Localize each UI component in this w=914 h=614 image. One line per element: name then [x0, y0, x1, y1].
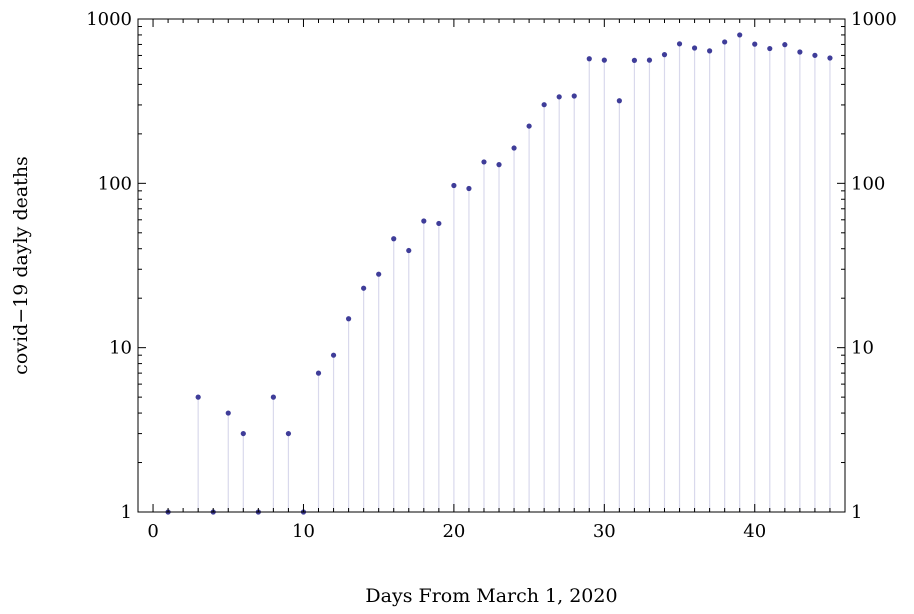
- data-point: [330, 352, 337, 358]
- data-point: [616, 98, 622, 104]
- data-point: [285, 430, 292, 437]
- x-tick-label: 20: [442, 521, 465, 542]
- data-point: [631, 57, 638, 63]
- data-point: [541, 102, 547, 108]
- data-point: [391, 236, 397, 242]
- data-point: [526, 123, 532, 129]
- y-tick-label-right: 1: [851, 502, 862, 523]
- data-point: [421, 218, 427, 224]
- y-tick-label-right: 10: [851, 338, 874, 359]
- data-point: [601, 57, 607, 63]
- x-tick-label: 10: [292, 521, 315, 542]
- data-point: [646, 57, 653, 63]
- data-point: [586, 56, 592, 62]
- droplines-layer: [197, 34, 831, 512]
- y-tick-label-left: 1000: [86, 9, 132, 30]
- data-point: [345, 316, 352, 322]
- data-point: [466, 185, 472, 192]
- y-axis-title: covid−19 dayly deaths: [10, 156, 32, 375]
- data-point: [406, 247, 412, 254]
- y-tick-label-right: 100: [851, 173, 885, 194]
- data-point: [451, 182, 457, 189]
- data-point: [511, 145, 517, 151]
- x-axis-title: Days From March 1, 2020: [365, 585, 617, 607]
- data-point: [691, 45, 698, 51]
- data-point: [240, 430, 246, 437]
- y-tick-label-left: 1: [121, 502, 132, 523]
- data-point: [722, 39, 728, 45]
- data-point: [737, 32, 743, 38]
- ticks-layer: [138, 18, 845, 513]
- data-point: [376, 271, 382, 277]
- data-point: [782, 42, 788, 48]
- tick-labels-layer: 0 10 20 30 40 1 1 10 10 100 100 1000 1000: [86, 9, 897, 542]
- plot-frame: [137, 18, 846, 513]
- data-point: [270, 394, 276, 400]
- data-point: [436, 220, 442, 227]
- data-point: [812, 52, 818, 58]
- x-tick-label: 40: [743, 521, 766, 542]
- data-point: [827, 55, 833, 61]
- data-point: [767, 45, 773, 52]
- x-tick-label: 0: [147, 521, 158, 542]
- data-point: [556, 94, 562, 100]
- data-point: [676, 41, 683, 47]
- data-point: [661, 52, 668, 58]
- y-tick-label-left: 100: [98, 173, 132, 194]
- x-tick-label: 30: [593, 521, 616, 542]
- data-point: [315, 370, 322, 376]
- data-point: [496, 162, 502, 168]
- data-point: [195, 394, 201, 400]
- points-layer: [165, 32, 833, 515]
- data-point: [752, 41, 758, 47]
- data-point: [797, 49, 803, 55]
- data-point: [361, 285, 367, 291]
- data-point: [481, 159, 487, 165]
- data-point: [707, 48, 713, 54]
- y-tick-label-right: 1000: [851, 9, 897, 30]
- data-point: [225, 410, 231, 416]
- data-point: [571, 93, 577, 99]
- y-tick-label-left: 10: [109, 338, 132, 359]
